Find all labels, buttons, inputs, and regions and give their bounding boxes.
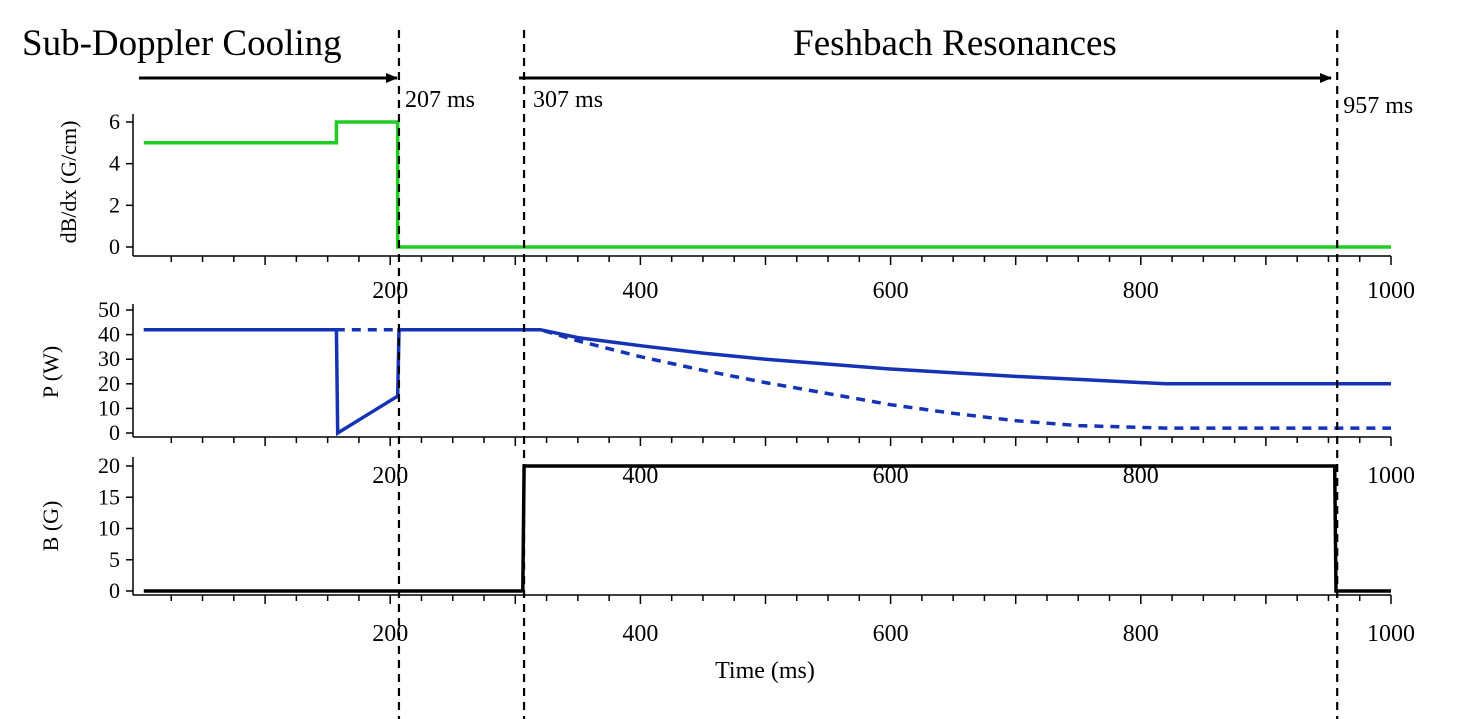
y-tick-label: 10 <box>98 395 120 420</box>
panel-gradient-series <box>143 120 1391 249</box>
panel-power-series <box>143 327 1391 437</box>
panel-gradient: 0 2 4 6 200 400 600 800 1000 dB/dx (G/cm) <box>56 109 1415 304</box>
x-tick-label: 1000 <box>1367 278 1415 304</box>
x-tick-label: 200 <box>372 621 408 647</box>
y-tick-label: 4 <box>109 151 120 176</box>
x-tick-label: 1000 <box>1367 621 1415 647</box>
x-tick-label: 200 <box>372 278 408 304</box>
panel-power-series-solid-line <box>143 327 1391 437</box>
panel-gradient-series-solid-line <box>143 120 1391 249</box>
y-tick-label: 0 <box>109 578 120 603</box>
x-tick-label: 800 <box>1123 621 1159 647</box>
phase-marker-label: 207 ms <box>405 87 475 113</box>
panel-field-series <box>143 464 1391 593</box>
x-tick-label: 800 <box>1123 278 1159 304</box>
y-tick-label: 20 <box>98 371 120 396</box>
panel-gradient-ticks: 0 2 4 6 200 400 600 800 1000 <box>109 109 1415 304</box>
panel-field-ticks: 0 5 10 15 20 200 400 600 800 1000 <box>98 453 1415 647</box>
y-tick-label: 10 <box>98 516 120 541</box>
panel-field-series-solid-line <box>143 464 1391 593</box>
y-tick-label: 0 <box>109 234 120 259</box>
phase-annotations: Sub-Doppler Cooling Feshbach Resonances <box>22 23 1332 83</box>
panel-power-series-dashed-line <box>143 327 1391 430</box>
y-tick-label: 5 <box>109 547 120 572</box>
x-axis-label: Time (ms) <box>715 658 815 684</box>
panel-power-ylabel: P (W) <box>38 346 63 398</box>
y-tick-label: 50 <box>98 297 120 322</box>
y-tick-label: 15 <box>98 484 120 509</box>
phase-marker-label: 957 ms <box>1343 93 1413 119</box>
y-tick-label: 6 <box>109 109 120 134</box>
y-tick-label: 30 <box>98 346 120 371</box>
phase-marker-label: 307 ms <box>533 87 603 113</box>
phase-label-feshbach: Feshbach Resonances <box>793 23 1117 64</box>
phase-label-sub-doppler: Sub-Doppler Cooling <box>22 23 342 64</box>
panel-field-ylabel: B (G) <box>38 501 63 552</box>
y-tick-label: 0 <box>109 420 120 445</box>
panel-field: 0 5 10 15 20 200 400 600 800 1000 B (G) <box>38 453 1415 647</box>
x-tick-label: 1000 <box>1367 463 1415 489</box>
x-tick-label: 200 <box>372 463 408 489</box>
x-tick-label: 600 <box>873 621 909 647</box>
x-tick-label: 400 <box>622 621 658 647</box>
y-tick-label: 40 <box>98 322 120 347</box>
phase-markers: 207 ms 307 ms 957 ms <box>397 30 1413 719</box>
x-tick-label: 600 <box>873 278 909 304</box>
x-tick-label: 400 <box>622 278 658 304</box>
panel-gradient-ylabel: dB/dx (G/cm) <box>56 121 81 244</box>
y-tick-label: 2 <box>109 192 120 217</box>
y-tick-label: 20 <box>98 453 120 478</box>
